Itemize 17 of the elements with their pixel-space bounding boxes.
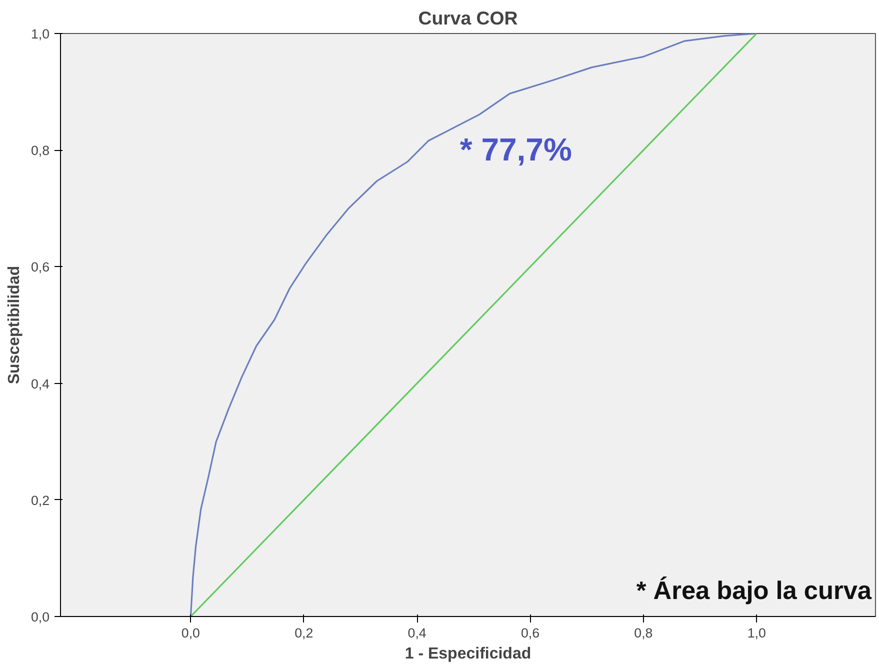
- x-tick-label: 1,0: [747, 626, 766, 640]
- y-tick-label: 0,4: [30, 376, 50, 392]
- y-tick-label: 0,2: [30, 492, 50, 508]
- x-tick-label: 0,2: [294, 626, 314, 640]
- chart-title: Curva COR: [418, 8, 518, 28]
- x-tick-label: 0,4: [408, 626, 427, 640]
- y-tick-label: 1,0: [30, 26, 50, 42]
- x-axis-title: 1 - Especificidad: [404, 646, 532, 662]
- annotation: * Área bajo la curva: [636, 576, 872, 605]
- y-tick-label: 0,0: [30, 610, 50, 624]
- y-tick-label: 0,6: [30, 260, 50, 275]
- y-tick-label: 0,8: [30, 143, 50, 158]
- x-tick-label: 0,8: [634, 626, 653, 640]
- annotation: * 77,7%: [460, 132, 572, 168]
- y-axis-title: Susceptibilidad: [6, 266, 23, 384]
- x-tick-label: 0,0: [181, 626, 200, 640]
- x-tick-label: 0,6: [520, 626, 540, 640]
